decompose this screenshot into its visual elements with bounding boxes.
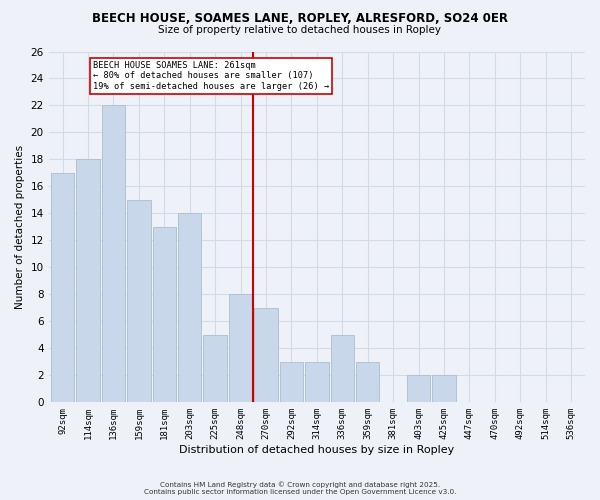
X-axis label: Distribution of detached houses by size in Ropley: Distribution of detached houses by size …	[179, 445, 454, 455]
Bar	[280, 362, 303, 403]
Bar	[254, 308, 278, 402]
Bar	[432, 376, 455, 402]
Bar	[76, 160, 100, 402]
Bar	[152, 227, 176, 402]
Text: BEECH HOUSE, SOAMES LANE, ROPLEY, ALRESFORD, SO24 0ER: BEECH HOUSE, SOAMES LANE, ROPLEY, ALRESF…	[92, 12, 508, 26]
Bar	[305, 362, 329, 403]
Bar	[331, 335, 354, 402]
Text: Contains public sector information licensed under the Open Government Licence v3: Contains public sector information licen…	[144, 489, 456, 495]
Bar	[229, 294, 252, 403]
Bar	[178, 214, 202, 402]
Bar	[407, 376, 430, 402]
Bar	[51, 173, 74, 402]
Bar	[102, 106, 125, 403]
Text: BEECH HOUSE SOAMES LANE: 261sqm
← 80% of detached houses are smaller (107)
19% o: BEECH HOUSE SOAMES LANE: 261sqm ← 80% of…	[93, 61, 329, 90]
Text: Size of property relative to detached houses in Ropley: Size of property relative to detached ho…	[158, 25, 442, 35]
Y-axis label: Number of detached properties: Number of detached properties	[15, 145, 25, 309]
Bar	[356, 362, 379, 403]
Text: Contains HM Land Registry data © Crown copyright and database right 2025.: Contains HM Land Registry data © Crown c…	[160, 481, 440, 488]
Bar	[127, 200, 151, 402]
Bar	[203, 335, 227, 402]
